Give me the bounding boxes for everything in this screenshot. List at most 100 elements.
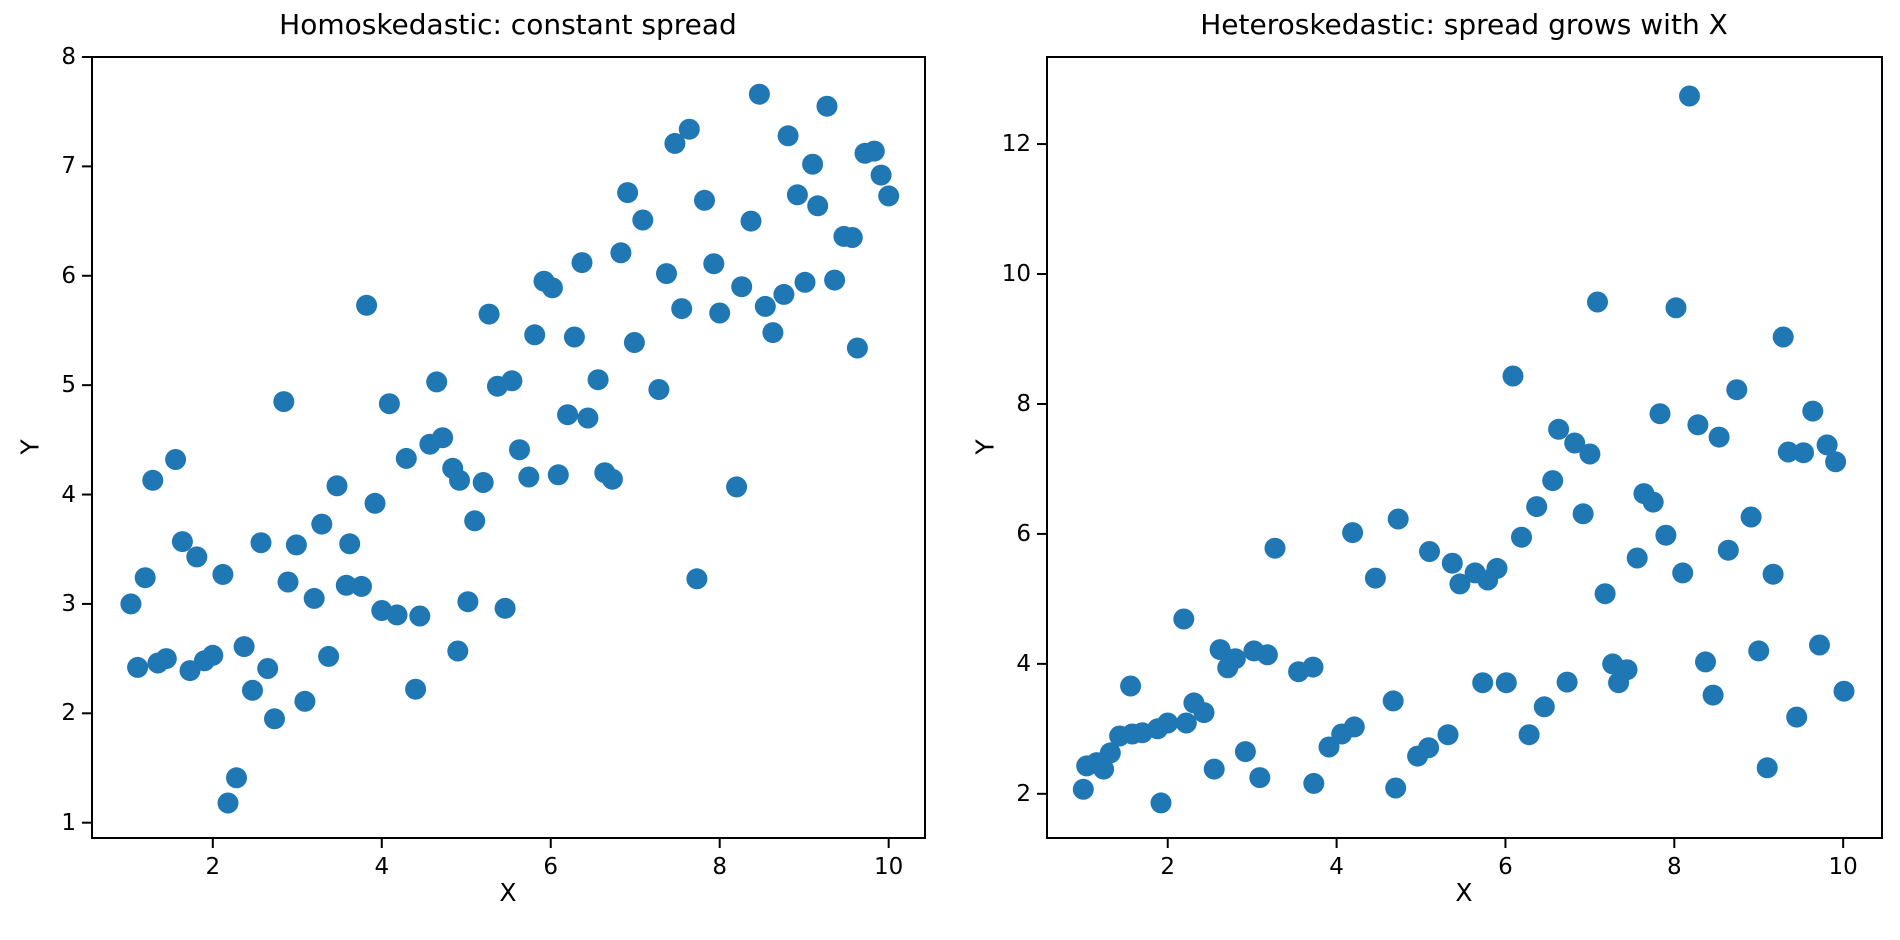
data-point <box>1533 696 1555 718</box>
data-point <box>171 531 193 553</box>
data-point <box>878 185 900 207</box>
data-point <box>587 369 609 391</box>
data-point <box>449 469 470 491</box>
data-point <box>1672 562 1694 584</box>
data-point <box>339 533 361 555</box>
data-point <box>127 656 149 678</box>
data-point <box>1702 684 1724 706</box>
y-tick-label: 2 <box>1016 780 1031 807</box>
data-point <box>563 326 585 348</box>
data-point <box>1825 451 1847 473</box>
data-point <box>478 303 500 325</box>
x-tick-label: 2 <box>1160 854 1176 880</box>
data-point <box>870 164 892 186</box>
x-tick-label: 10 <box>1828 854 1858 880</box>
data-point <box>1157 712 1179 734</box>
data-point <box>134 567 156 589</box>
data-point <box>472 472 494 493</box>
data-point <box>731 276 753 298</box>
data-point <box>1364 567 1386 589</box>
data-point <box>1579 443 1601 465</box>
data-point <box>326 475 348 497</box>
data-point <box>1687 414 1709 436</box>
data-point <box>432 427 454 449</box>
data-point <box>703 253 725 275</box>
data-point <box>1572 503 1594 525</box>
data-point <box>773 283 795 305</box>
data-point <box>1594 583 1616 605</box>
data-point <box>1203 758 1225 780</box>
data-point <box>1816 434 1838 456</box>
data-point <box>1419 541 1440 562</box>
data-point <box>1318 736 1340 758</box>
data-point <box>1120 675 1142 697</box>
data-point <box>1717 539 1739 561</box>
data-point <box>1626 547 1648 569</box>
left-plot-ylabel: Y <box>15 439 45 455</box>
y-tick-label: 1 <box>61 809 76 836</box>
data-point <box>142 469 164 491</box>
data-point <box>1486 557 1508 579</box>
x-tick-label: 4 <box>1329 854 1344 880</box>
data-point <box>777 125 799 147</box>
data-point <box>754 295 776 317</box>
data-point <box>807 195 829 217</box>
data-point <box>1264 537 1286 559</box>
data-point <box>1833 680 1855 702</box>
data-point <box>786 184 808 206</box>
data-point <box>709 302 731 324</box>
data-point <box>863 140 885 162</box>
data-point <box>386 604 408 626</box>
data-point <box>1418 737 1440 759</box>
y-tick-label: 3 <box>61 590 76 617</box>
data-point <box>678 118 700 140</box>
data-point <box>816 95 838 117</box>
data-point <box>1708 426 1730 448</box>
axes-frame <box>1046 56 1883 839</box>
data-point <box>557 404 579 426</box>
axes-frame <box>91 56 926 839</box>
data-point <box>120 593 142 615</box>
left-plot-xlabel: X <box>499 878 517 907</box>
data-point <box>547 464 569 486</box>
data-point <box>1387 508 1409 530</box>
data-point <box>457 591 479 613</box>
data-point <box>1649 403 1671 425</box>
data-point <box>541 277 563 299</box>
right-plot-xlabel: X <box>1455 878 1473 907</box>
data-point <box>335 574 357 596</box>
data-point <box>364 492 386 514</box>
data-point <box>762 322 784 344</box>
data-point <box>233 636 255 658</box>
data-point <box>155 648 177 670</box>
data-point <box>1072 778 1094 800</box>
data-point <box>686 568 708 590</box>
data-point <box>1502 365 1524 387</box>
data-point <box>1437 724 1459 746</box>
x-tick-label: 4 <box>374 854 390 880</box>
y-tick-label: 6 <box>1016 520 1031 547</box>
data-point <box>726 476 748 498</box>
data-point <box>1665 297 1687 319</box>
data-point <box>409 605 431 627</box>
data-point <box>748 83 770 105</box>
data-point <box>1511 526 1532 548</box>
data-point <box>1209 639 1231 661</box>
x-tick-label: 10 <box>874 854 904 880</box>
data-point <box>794 271 816 293</box>
data-point <box>318 645 340 667</box>
data-point <box>524 324 546 346</box>
data-point <box>1726 379 1748 401</box>
data-point <box>846 337 868 359</box>
data-point <box>656 263 677 285</box>
data-point <box>1762 563 1784 585</box>
data-point <box>405 678 427 700</box>
data-point <box>1556 671 1578 693</box>
data-point <box>186 546 208 568</box>
data-point <box>1495 672 1517 694</box>
x-tick-label: 2 <box>205 854 221 880</box>
y-tick-label: 5 <box>61 372 76 399</box>
x-tick-label: 6 <box>543 854 559 880</box>
y-tick-label: 7 <box>61 153 76 180</box>
